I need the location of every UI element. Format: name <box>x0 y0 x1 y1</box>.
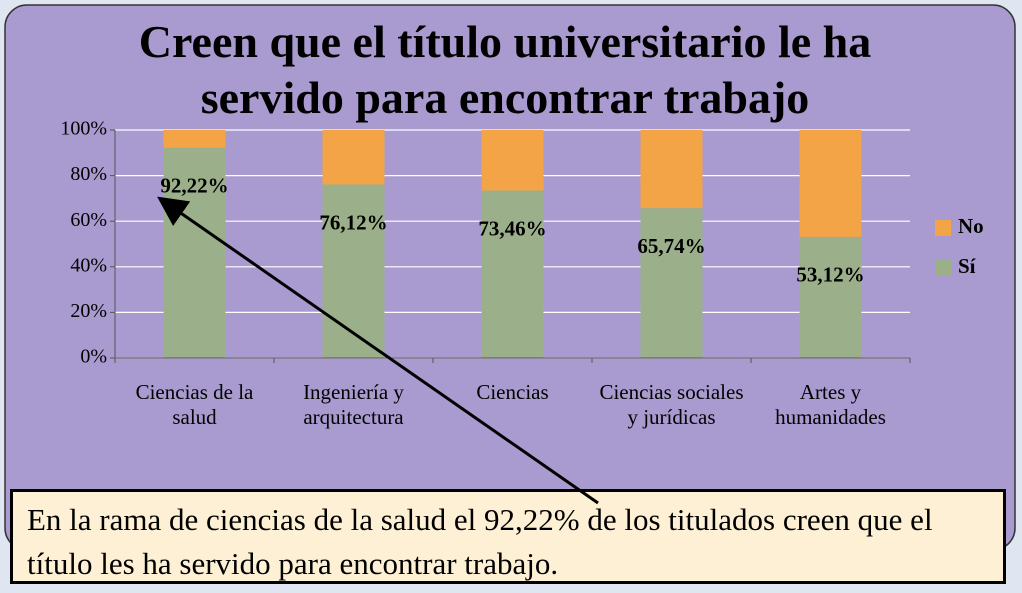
bar-segment <box>640 130 703 209</box>
value-label: 76,12% <box>319 210 387 234</box>
annotation: En la rama de ciencias de la salud el 92… <box>10 489 1006 584</box>
y-tick-label: 0% <box>80 346 107 368</box>
value-label: 53,12% <box>796 263 864 287</box>
legend-swatch <box>935 260 951 276</box>
y-tick-label: 60% <box>70 209 107 231</box>
x-tick-label: Ciencias de la salud <box>135 380 254 429</box>
x-tick-label: Ciencias sociales y jurídicas <box>599 380 744 429</box>
bar-segment <box>799 130 862 237</box>
legend-label: Sí <box>958 254 977 278</box>
value-label: 73,46% <box>478 216 546 240</box>
legend-swatch <box>935 220 951 236</box>
value-label: 65,74% <box>637 234 705 258</box>
y-tick-label: 80% <box>70 163 107 185</box>
chart-title: Creen que el título universitario le ha … <box>138 16 872 123</box>
x-tick-label: Ciencias <box>476 380 549 404</box>
y-tick-label: 40% <box>70 254 107 276</box>
value-label: 92,22% <box>160 174 228 198</box>
y-tick-label: 20% <box>70 300 107 322</box>
x-tick-label: Artes y humanidades <box>775 380 886 429</box>
bar-segment <box>163 130 226 148</box>
legend-label: No <box>958 214 984 238</box>
y-tick-label: 100% <box>60 118 107 140</box>
bar-segment <box>640 208 703 358</box>
bar-segment <box>322 130 385 185</box>
x-tick-label: Ingeniería y arquitectura <box>303 380 404 429</box>
bar-segment <box>481 130 544 191</box>
bar-segment <box>799 236 862 358</box>
